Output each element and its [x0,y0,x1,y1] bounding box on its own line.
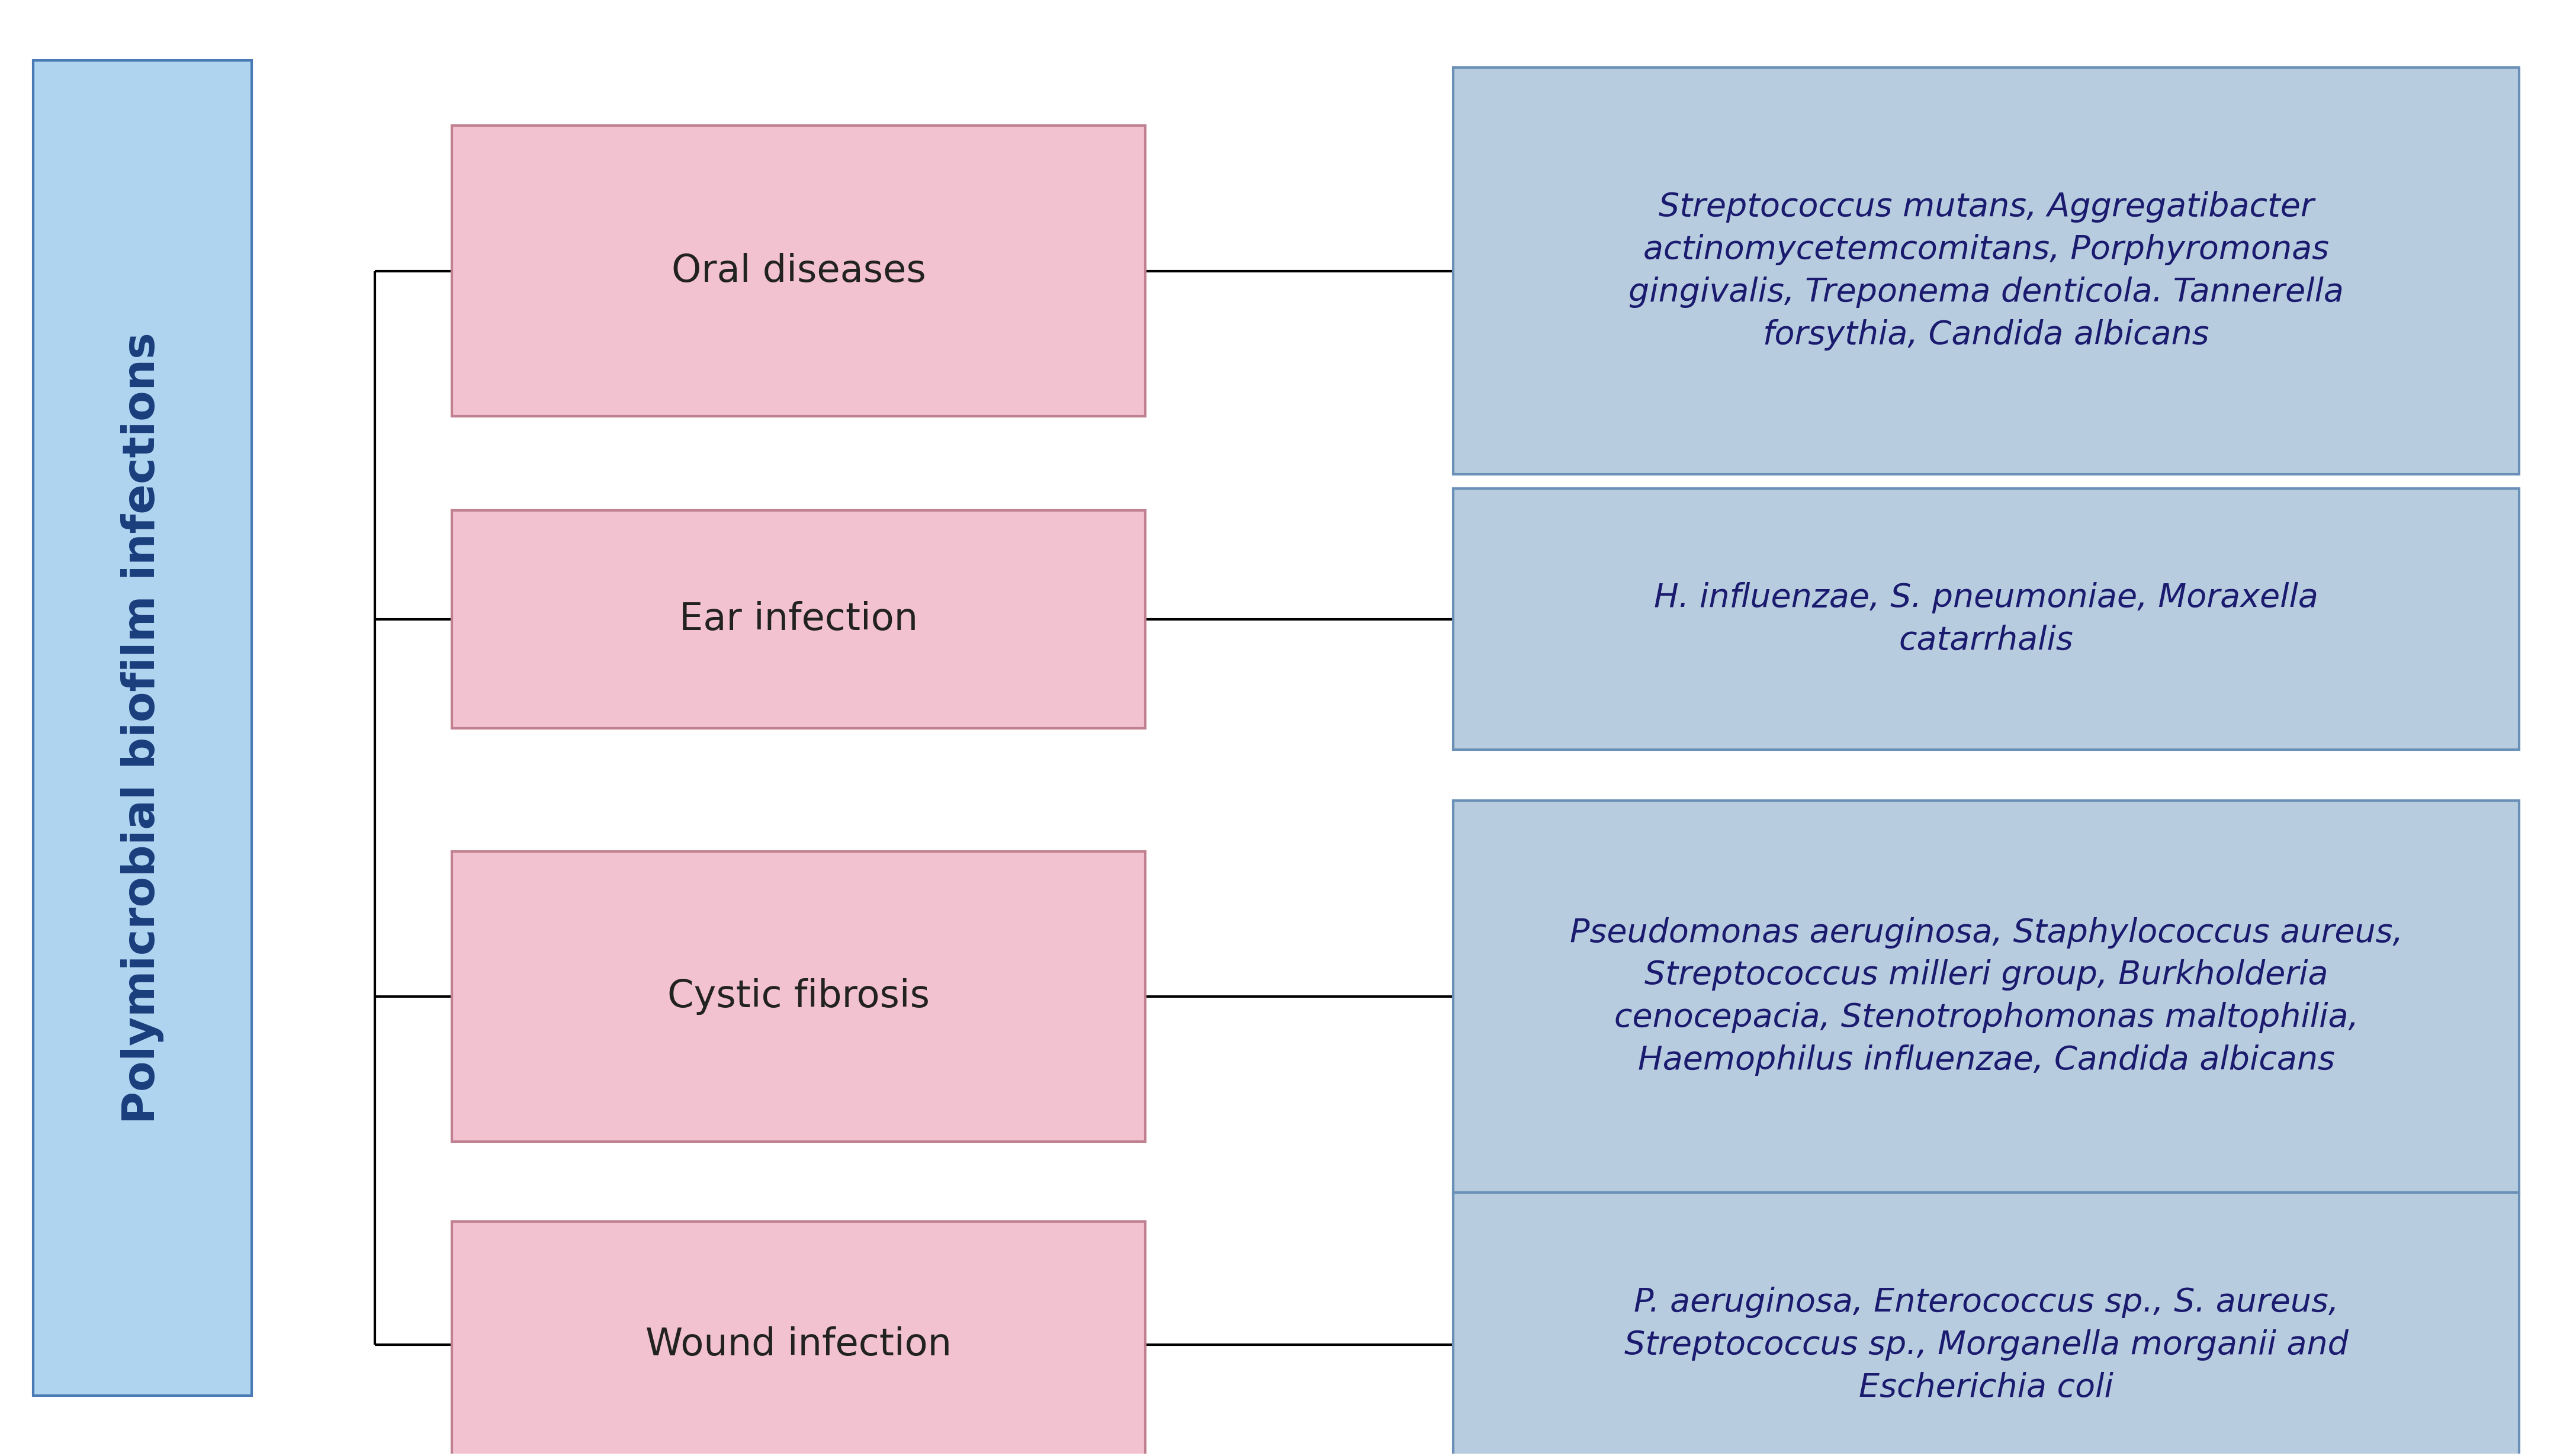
Text: Wound infection: Wound infection [646,1326,952,1363]
Text: Ear infection: Ear infection [679,601,919,638]
Text: H. influenzae, S. pneumoniae, Moraxella
catarrhalis: H. influenzae, S. pneumoniae, Moraxella … [1654,582,2318,657]
Text: Streptococcus mutans, Aggregatibacter
actinomycetemcomitans, Porphyromonas
gingi: Streptococcus mutans, Aggregatibacter ac… [1629,191,2344,351]
FancyBboxPatch shape [1454,489,2519,750]
FancyBboxPatch shape [453,852,1145,1142]
FancyBboxPatch shape [453,125,1145,416]
Text: Cystic fibrosis: Cystic fibrosis [666,978,929,1015]
FancyBboxPatch shape [453,511,1145,728]
Text: Oral diseases: Oral diseases [672,252,926,290]
Text: Polymicrobial biofilm infections: Polymicrobial biofilm infections [121,332,165,1124]
FancyBboxPatch shape [1454,801,2519,1192]
Text: Pseudomonas aeruginosa, Staphylococcus aureus,
Streptococcus milleri group, Burk: Pseudomonas aeruginosa, Staphylococcus a… [1570,917,2403,1076]
FancyBboxPatch shape [33,61,252,1395]
FancyBboxPatch shape [1454,68,2519,475]
FancyBboxPatch shape [1454,1192,2519,1456]
FancyBboxPatch shape [453,1222,1145,1456]
Text: P. aeruginosa, Enterococcus sp., S. aureus,
Streptococcus sp., Morganella morgan: P. aeruginosa, Enterococcus sp., S. aure… [1624,1287,2349,1404]
